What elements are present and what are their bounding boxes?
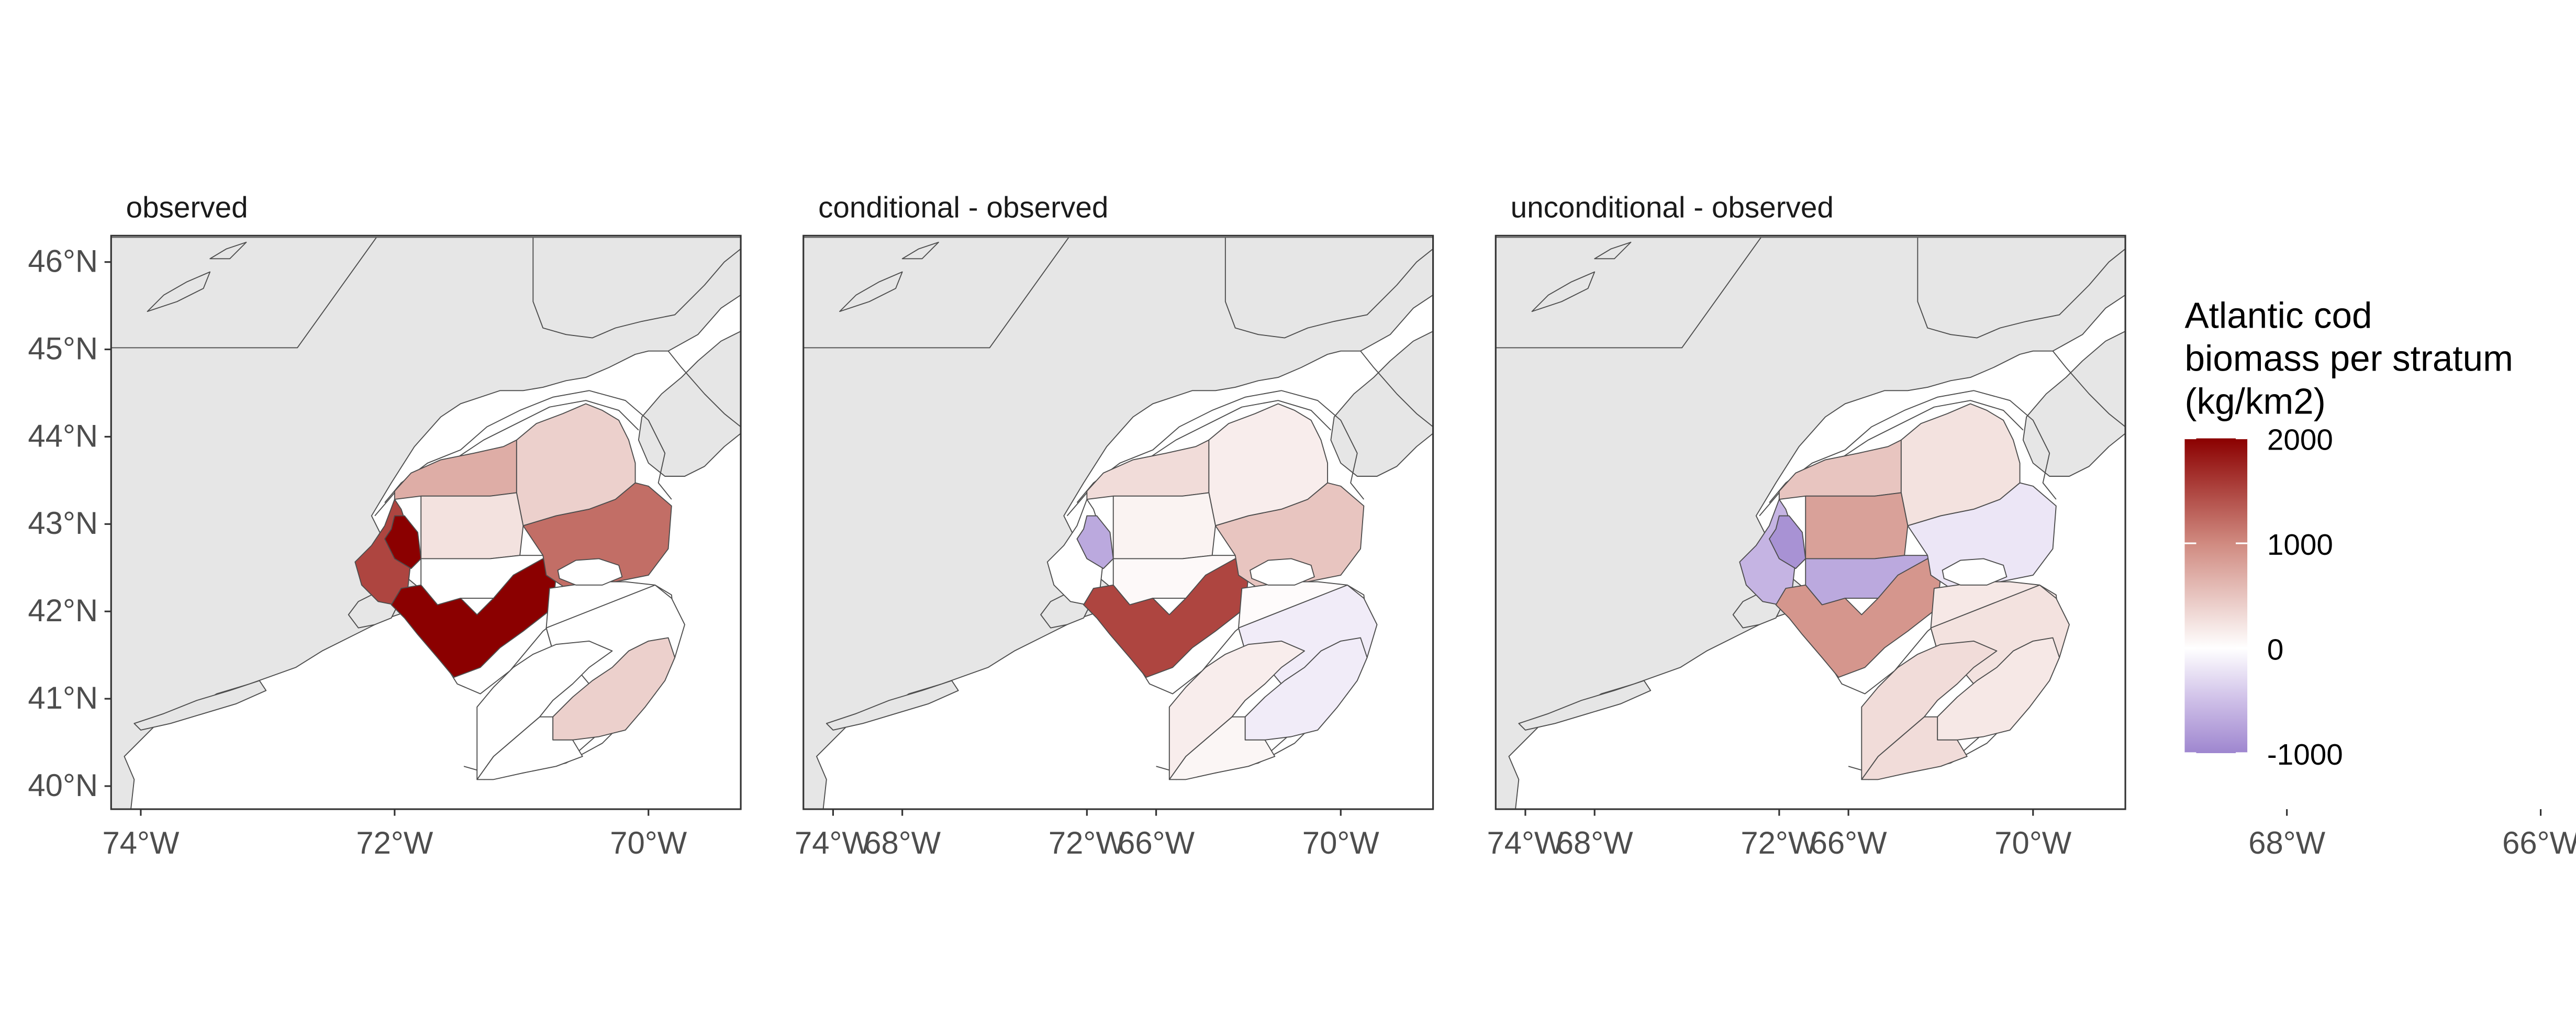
stratum-s5 (1769, 515, 1806, 569)
depth-contour (1360, 351, 1433, 428)
depth-contour (839, 271, 903, 312)
legend-label: 2000 (2267, 424, 2333, 457)
shallow-bank (1250, 558, 1315, 586)
legend-ticks: 2000 1000 0 -1000 (2184, 424, 2343, 771)
lon-tick-label: 70°W (1994, 825, 2071, 860)
cape-breton (1330, 330, 1433, 477)
stratum-s11 (1244, 637, 1368, 741)
legend-title-line-2: biomass per stratum (2184, 338, 2513, 378)
lon-tick-label: 68°W (864, 825, 941, 860)
lon-tick-label: 72°W (1741, 825, 1817, 860)
stratum-s8 (522, 482, 672, 589)
latitude-axis: 46°N 45°N 44°N 43°N 42°N 41°N 40°N (28, 244, 111, 803)
survey-strata (1046, 403, 1378, 780)
nova-scotia (1224, 237, 1433, 339)
lat-tick-label: 42°N (28, 593, 98, 628)
stratum-s4 (420, 492, 524, 559)
nova-scotia (532, 237, 741, 339)
depth-contour (1076, 390, 1365, 503)
stratum-s8 (1907, 482, 2057, 589)
stratum-s13 (1168, 640, 1305, 780)
depth-contour (667, 351, 741, 428)
map-frame (1495, 234, 2126, 810)
shallow-bank (1942, 558, 2008, 586)
map-panel-unconditional: unconditional - observed 74°W 72°W 70°W 68°… (1487, 192, 2576, 860)
shallow-bank (557, 558, 623, 586)
lat-tick-label: 45°N (28, 331, 98, 366)
land-layer (1496, 237, 2126, 810)
depth-contour (1531, 271, 1596, 312)
legend-label: -1000 (2267, 738, 2343, 771)
legend-label: 0 (2267, 634, 2284, 667)
stratum-s13 (476, 640, 613, 780)
map-area (803, 237, 1433, 810)
lon-tick-label: 74°W (102, 825, 179, 860)
lat-tick-label: 46°N (28, 244, 98, 279)
stratum-s11 (552, 637, 676, 741)
legend-colorbar (2184, 438, 2248, 754)
lat-tick-label: 41°N (28, 680, 98, 715)
land-layer (803, 237, 1433, 810)
lon-tick-label: 66°W (2502, 825, 2576, 860)
nova-scotia (1917, 237, 2126, 339)
lon-tick-label: 74°W (795, 825, 872, 860)
map-frame (110, 234, 742, 810)
stratum-s5 (1076, 515, 1114, 569)
lon-tick-label: 66°W (1118, 825, 1195, 860)
lon-tick-label: 70°W (610, 825, 687, 860)
lon-tick-label: 74°W (1487, 825, 1564, 860)
depth-contour (384, 390, 672, 503)
survey-strata (354, 403, 685, 780)
lon-tick-label: 68°W (2248, 825, 2325, 860)
lon-tick-label: 72°W (356, 825, 433, 860)
lat-tick-label: 44°N (28, 418, 98, 453)
map-area (1496, 237, 2126, 810)
longitude-axis: 74°W 72°W 70°W 68°W 66°W (1487, 809, 2576, 860)
lat-tick-label: 43°N (28, 506, 98, 541)
panel-title: conditional - observed (818, 192, 1108, 225)
stratum-s8 (1215, 482, 1365, 589)
long-island (826, 680, 959, 731)
stratum-s5 (384, 515, 422, 569)
lon-tick-label: 68°W (1556, 825, 1633, 860)
depth-contour (209, 241, 247, 260)
panel-title: observed (126, 192, 248, 225)
stratum-s11 (1937, 637, 2060, 741)
long-island (1518, 680, 1652, 731)
survey-strata (1739, 403, 2070, 780)
legend-label: 1000 (2267, 529, 2333, 562)
depth-contour (2052, 351, 2126, 428)
cape-breton (2022, 330, 2126, 477)
long-island (133, 680, 267, 731)
lon-tick-label: 70°W (1302, 825, 1379, 860)
longitude-axis: 74°W 72°W 70°W 68°W 66°W (795, 809, 1887, 860)
legend-title-line-3: (kg/km2) (2184, 380, 2325, 421)
color-legend: Atlantic cod biomass per stratum (kg/km2… (2184, 295, 2513, 771)
longitude-axis: 74°W 72°W 70°W 68°W 66°W (102, 809, 1195, 860)
depth-contour (147, 271, 211, 312)
depth-contour (901, 241, 939, 260)
lat-tick-label: 40°N (28, 768, 98, 803)
map-panel-observed: observed 74°W 72°W 70°W 68°W 66°W 46°N 45°N 44… (28, 192, 1195, 860)
stratum-s4 (1805, 492, 1909, 559)
legend-title-line-1: Atlantic cod (2184, 295, 2372, 336)
map-frame (802, 234, 1434, 810)
lon-tick-label: 72°W (1049, 825, 1125, 860)
map-area (111, 237, 741, 810)
stratum-s13 (1861, 640, 1998, 780)
stratum-s4 (1112, 492, 1216, 559)
cape-breton (638, 330, 741, 477)
lon-tick-label: 66°W (1810, 825, 1887, 860)
panel-title: unconditional - observed (1511, 192, 1834, 225)
depth-contour (1769, 390, 2057, 503)
depth-contour (1594, 241, 1632, 260)
map-panel-conditional: conditional - observed 74°W 72°W 70°W 68°W 6… (795, 192, 1887, 860)
